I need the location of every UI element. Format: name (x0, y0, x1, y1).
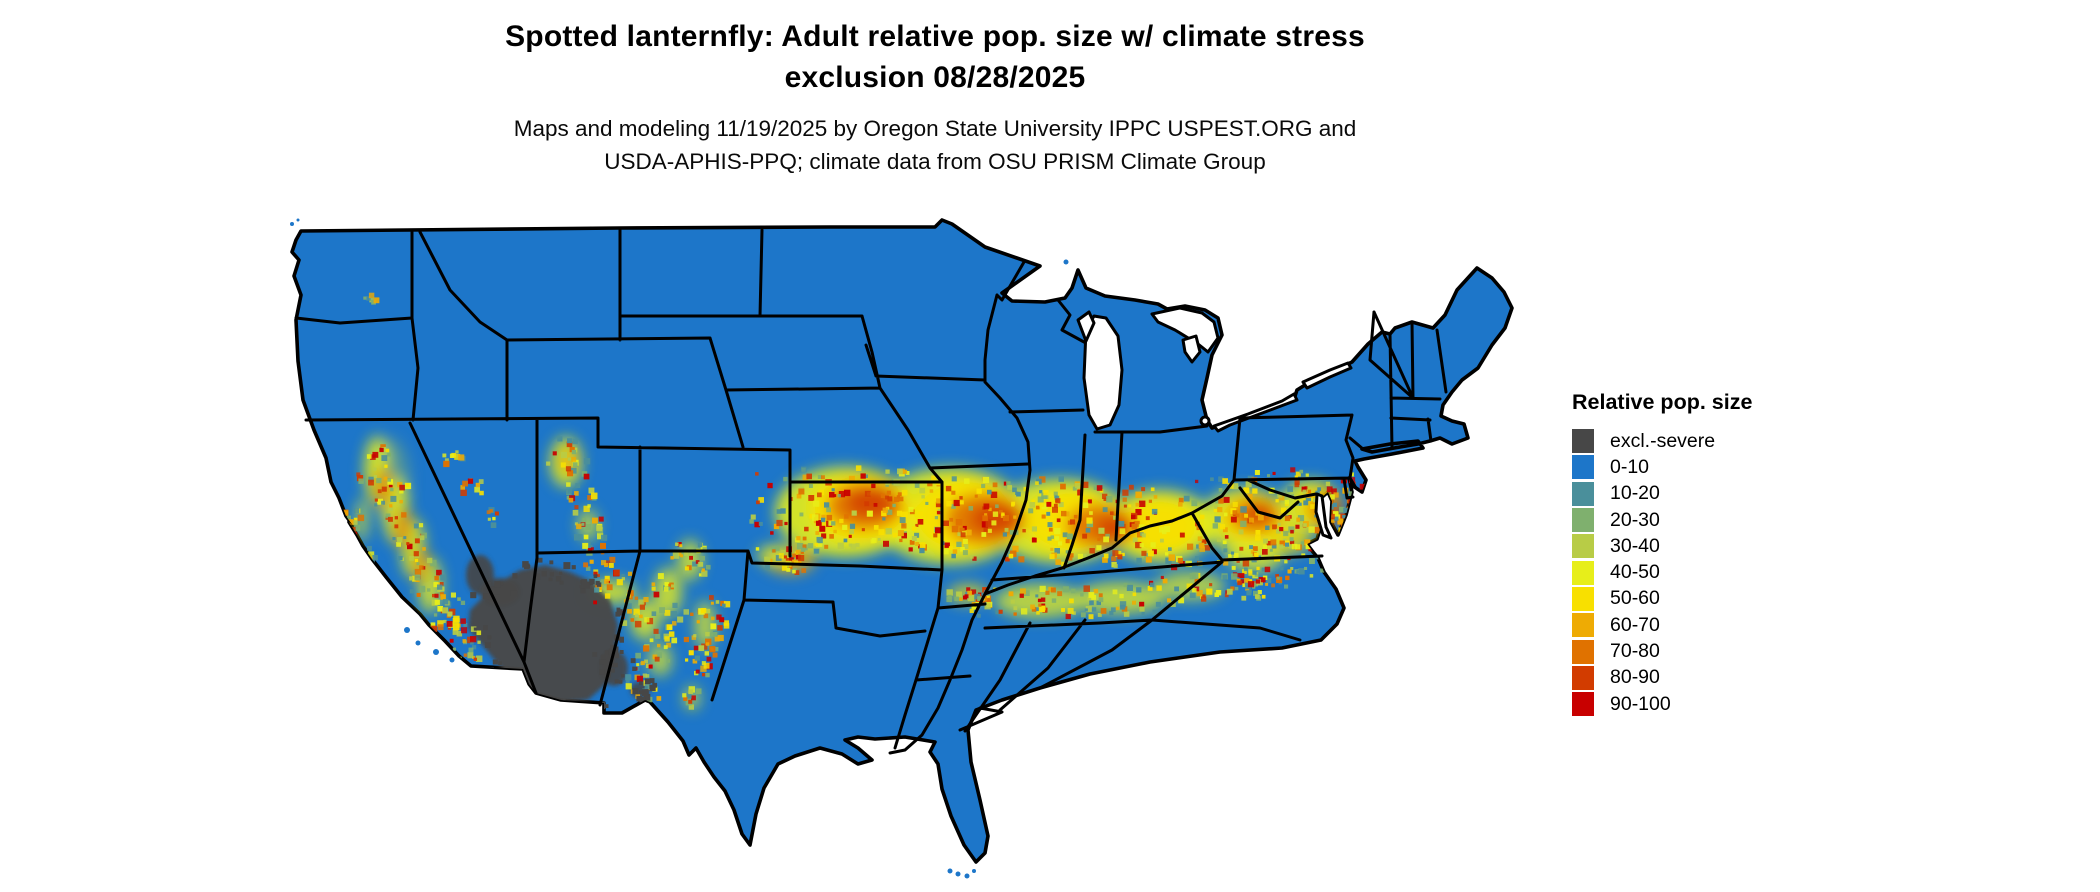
legend-swatch-10-20 (1572, 481, 1594, 506)
saginaw-bay (1181, 334, 1202, 364)
legend-label: 60-70 (1610, 613, 1660, 636)
legend-swatch-excl.-severe (1572, 429, 1594, 454)
legend-item: 30-40 (1572, 533, 1872, 559)
legend-label: 50-60 (1610, 587, 1660, 610)
legend-item: 10-20 (1572, 481, 1872, 507)
legend-item: 40-50 (1572, 559, 1872, 585)
chesapeake-bay (1314, 492, 1333, 540)
legend-swatch-80-90 (1572, 665, 1594, 690)
legend-swatch-60-70 (1572, 613, 1594, 638)
lake-erie (1212, 392, 1299, 433)
green-bay (1076, 310, 1096, 343)
legend-label: 80-90 (1610, 666, 1660, 689)
legend: Relative pop. size excl.-severe 0-10 10-20… (1572, 390, 1872, 717)
page-title: Spotted lanternfly: Adult relative pop. … (0, 16, 1870, 98)
legend-item: 90-100 (1572, 691, 1872, 717)
legend-label: 40-50 (1610, 561, 1660, 584)
lake-huron (1150, 306, 1220, 354)
legend-item: 50-60 (1572, 586, 1872, 612)
legend-item: excl.-severe (1572, 428, 1872, 454)
legend-label: 10-20 (1610, 482, 1660, 505)
legend-label: excl.-severe (1610, 429, 1716, 452)
legend-item: 0-10 (1572, 454, 1872, 480)
subtitle-line-1: Maps and modeling 11/19/2025 by Oregon S… (513, 116, 1357, 141)
legend-label: 0-10 (1610, 455, 1650, 478)
title-block: Spotted lanternfly: Adult relative pop. … (0, 16, 1870, 178)
great-lakes (1076, 306, 1353, 540)
lake-michigan (1082, 314, 1124, 431)
legend-swatch-50-60 (1572, 586, 1594, 611)
legend-swatch-30-40 (1572, 534, 1594, 559)
legend-swatch-70-80 (1572, 639, 1594, 664)
page-subtitle: Maps and modeling 11/19/2025 by Oregon S… (0, 112, 1870, 178)
legend-label: 70-80 (1610, 640, 1660, 663)
legend-items: excl.-severe 0-10 10-20 20-30 30-40 40-50 50-6… (1572, 428, 1872, 717)
lake-ontario (1301, 361, 1353, 390)
legend-swatch-40-50 (1572, 560, 1594, 585)
title-line-2: exclusion 08/28/2025 (784, 61, 1086, 94)
legend-item: 60-70 (1572, 612, 1872, 638)
subtitle-line-2: USDA-APHIS-PPQ; climate data from OSU PR… (604, 149, 1266, 174)
legend-swatch-90-100 (1572, 692, 1594, 717)
islands (290, 218, 1069, 879)
title-line-1: Spotted lanternfly: Adult relative pop. … (505, 20, 1365, 53)
legend-item: 20-30 (1572, 507, 1872, 533)
legend-title: Relative pop. size (1572, 390, 1753, 414)
legend-label: 20-30 (1610, 508, 1660, 531)
legend-swatch-0-10 (1572, 455, 1594, 480)
lake-st-clair (1199, 415, 1211, 427)
legend-swatch-20-30 (1572, 508, 1594, 533)
state-borders (294, 226, 1448, 755)
legend-label: 30-40 (1610, 534, 1660, 557)
legend-item: 80-90 (1572, 665, 1872, 691)
legend-label: 90-100 (1610, 692, 1671, 715)
legend-item: 70-80 (1572, 638, 1872, 664)
